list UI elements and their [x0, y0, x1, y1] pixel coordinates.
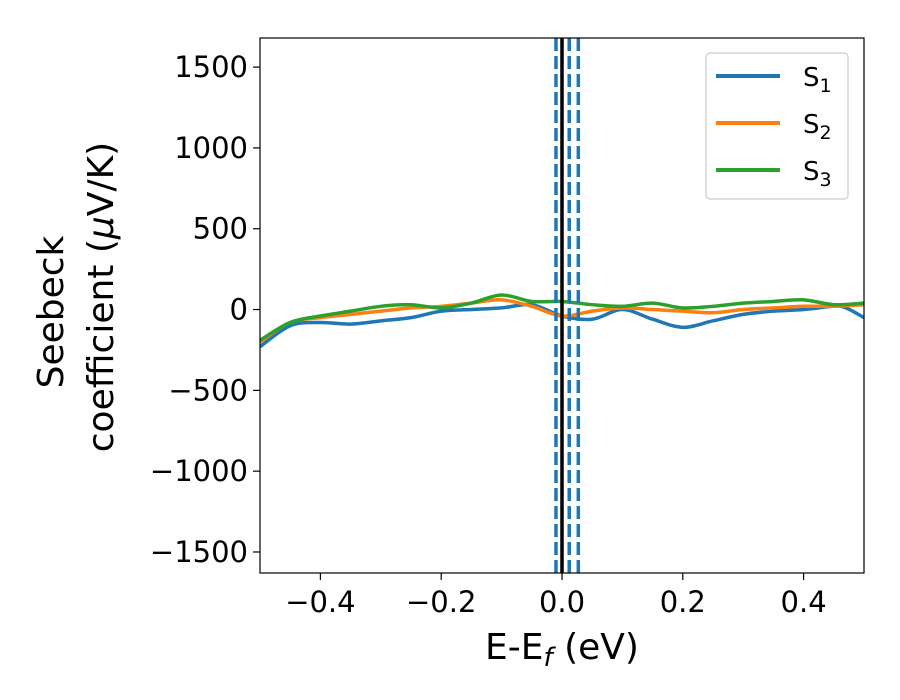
- x-tick-label: −0.2: [406, 585, 476, 619]
- legend-label-s1: S1: [803, 63, 832, 97]
- x-axis-label-rest: (eV): [553, 627, 639, 668]
- y-axis-label-post: V/K): [81, 142, 122, 216]
- y-axis-label-pre: coefficient (: [81, 239, 122, 452]
- y-axis: −1500 −1000 −500 0 500 1000 1500: [150, 50, 260, 569]
- x-tick-label: 0.2: [660, 585, 706, 619]
- y-tick-label: −1000: [150, 454, 248, 488]
- x-axis-label-main: E-E: [485, 627, 543, 668]
- legend-label-s2: S2: [803, 110, 832, 144]
- y-axis-label-mu: μ: [81, 216, 122, 240]
- x-axis-label: E-Ef (eV): [485, 627, 639, 673]
- y-tick-label: −1500: [150, 535, 248, 569]
- y-tick-label: 0: [230, 293, 248, 327]
- y-tick-label: 1500: [174, 50, 248, 84]
- y-axis-label-line2: coefficient (μV/K): [81, 142, 122, 452]
- y-tick-label: 500: [193, 212, 248, 246]
- legend-label-s3: S3: [803, 157, 832, 191]
- y-axis-label-line1: Seebeck: [31, 235, 72, 388]
- legend: S1 S2 S3: [705, 52, 849, 200]
- y-tick-label: −500: [168, 373, 248, 407]
- x-tick-label: 0.4: [781, 585, 827, 619]
- x-axis: −0.4 −0.2 0.0 0.2 0.4: [285, 573, 827, 619]
- vline-layer: [554, 38, 581, 573]
- x-tick-label: −0.4: [285, 585, 355, 619]
- x-tick-label: 0.0: [539, 585, 585, 619]
- legend-box: [705, 52, 849, 200]
- y-tick-label: 1000: [174, 131, 248, 165]
